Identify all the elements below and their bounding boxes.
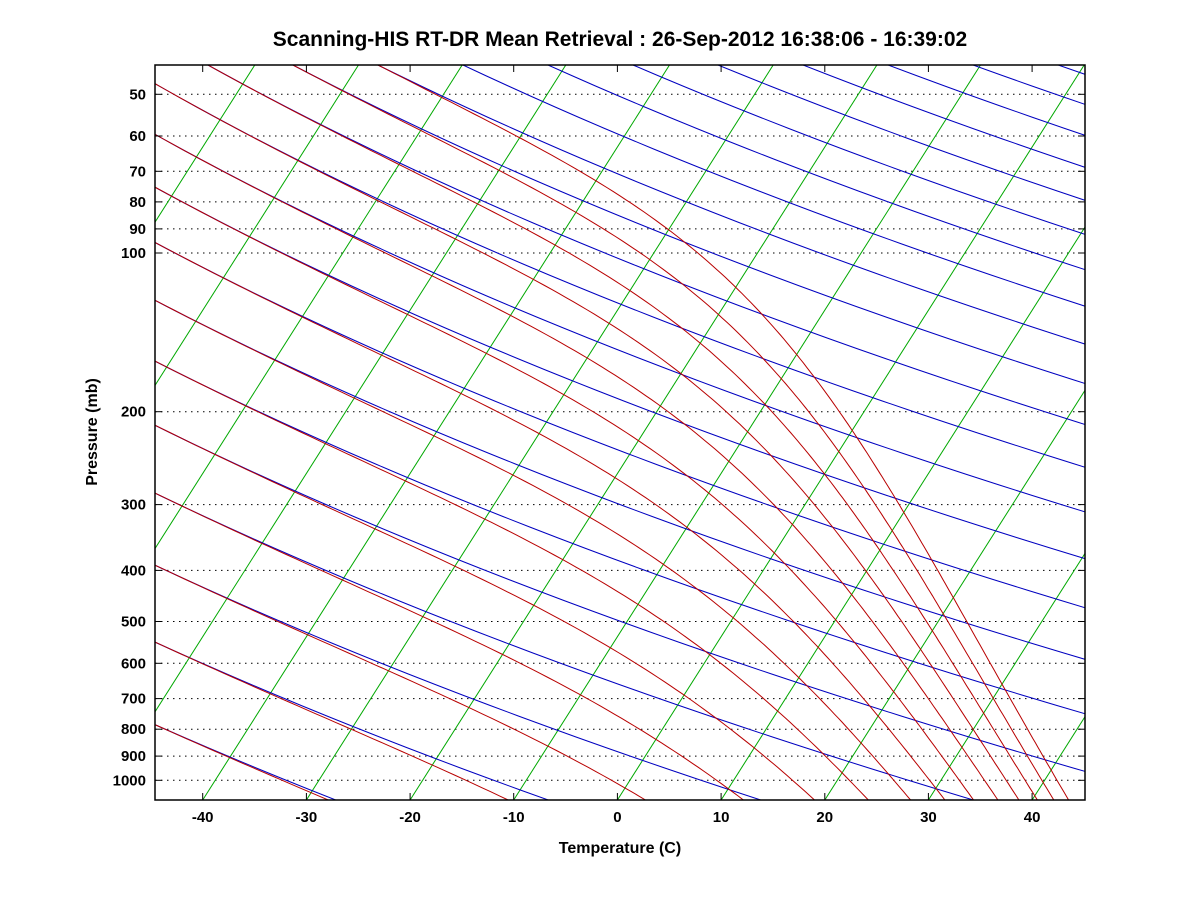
isotherm-line (155, 65, 463, 550)
dry-adiabat (207, 65, 1085, 426)
isotherm-line (927, 552, 1085, 800)
isobar-gridlines (155, 93, 1085, 781)
dry-adiabat (155, 83, 1085, 468)
isotherm-line (155, 65, 359, 387)
y-tick-label: 900 (121, 748, 146, 765)
x-tick-label: 40 (1024, 809, 1041, 826)
isotherm-line (202, 65, 670, 800)
moist-adiabat (155, 241, 946, 800)
y-tick-label: 90 (129, 221, 146, 238)
isotherm-line (155, 65, 567, 713)
dry-adiabat (0, 65, 123, 800)
dry-adiabat (1058, 65, 1085, 75)
y-tick-label: 300 (121, 497, 146, 514)
x-axis-title: Temperature (C) (559, 840, 681, 857)
dry-adiabat (377, 65, 1085, 345)
moist-adiabat (155, 133, 999, 800)
isotherm-line (616, 65, 1085, 800)
plot-border (154, 64, 1086, 801)
x-tick-label: -10 (503, 809, 525, 826)
y-tick-label: 200 (121, 404, 146, 421)
moist-adiabat (155, 299, 911, 800)
y-tick-label: 100 (121, 245, 146, 262)
x-tick-label: 0 (613, 809, 621, 826)
y-tick-label: 80 (129, 194, 146, 211)
dry-adiabat (155, 492, 974, 800)
moist-adiabat (155, 424, 815, 800)
dry-adiabat (717, 65, 1085, 201)
moist-adiabat (207, 65, 1038, 800)
x-tick-label: 20 (816, 809, 833, 826)
moist-adiabat (155, 641, 509, 800)
dry-adiabat (155, 564, 761, 800)
axis-ticks (155, 65, 1085, 800)
dry-adiabat (155, 724, 336, 800)
x-tick-label: -20 (399, 809, 421, 826)
moist-adiabat-lines (0, 65, 1070, 800)
moist-adiabat (377, 65, 1070, 800)
y-tick-label: 1000 (113, 772, 146, 789)
isotherm-line (305, 65, 774, 800)
moist-adiabat (0, 65, 124, 800)
moist-adiabat (155, 186, 975, 800)
dry-adiabat (632, 65, 1085, 235)
isotherm-line (155, 65, 256, 224)
dry-adiabat (155, 299, 1085, 660)
x-tick-label: 10 (713, 809, 730, 826)
y-tick-label: 60 (129, 128, 146, 145)
y-tick-labels: 50 60 70 80 90 100 200 300 400 500 600 700 800 900 100… (113, 86, 146, 789)
dry-adiabat (887, 65, 1085, 136)
dry-adiabat (155, 360, 1085, 715)
isotherm-line (513, 65, 981, 800)
y-tick-label: 500 (121, 614, 146, 631)
y-tick-label: 400 (121, 562, 146, 579)
dry-adiabat (155, 241, 1085, 609)
moist-adiabat (155, 724, 329, 800)
isotherm-lines (0, 65, 1085, 800)
moist-adiabat (155, 492, 744, 800)
isotherm-line (1031, 715, 1085, 800)
dry-adiabat (155, 424, 1085, 772)
x-tick-label: -30 (296, 809, 318, 826)
y-tick-label: 800 (121, 721, 146, 738)
x-tick-labels: -40 -30 -20 -10 0 10 20 30 40 (192, 809, 1041, 826)
y-tick-label: 70 (129, 163, 146, 180)
dry-adiabat (155, 133, 1085, 513)
moist-adiabat (292, 65, 1055, 800)
dry-adiabat (972, 65, 1085, 105)
y-tick-label: 600 (121, 655, 146, 672)
moist-adiabat (155, 564, 646, 800)
moist-adiabat (155, 360, 869, 800)
y-axis-title: Pressure (mb) (84, 378, 101, 486)
dry-adiabat (1143, 65, 1200, 800)
isotherm-line (824, 389, 1085, 800)
dry-adiabat (292, 65, 1085, 385)
isotherm-line (0, 65, 47, 800)
y-tick-label: 50 (129, 86, 146, 103)
dry-adiabat (547, 65, 1085, 271)
moist-adiabat (155, 83, 1020, 800)
isotherm-line (409, 65, 878, 800)
chart-title: Scanning-HIS RT-DR Mean Retrieval : 26-S… (273, 28, 967, 51)
dry-adiabat (462, 65, 1085, 307)
y-tick-label: 700 (121, 691, 146, 708)
dry-adiabat (802, 65, 1085, 168)
x-tick-label: 30 (920, 809, 937, 826)
x-tick-label: -40 (192, 809, 214, 826)
dry-adiabat (155, 641, 549, 800)
